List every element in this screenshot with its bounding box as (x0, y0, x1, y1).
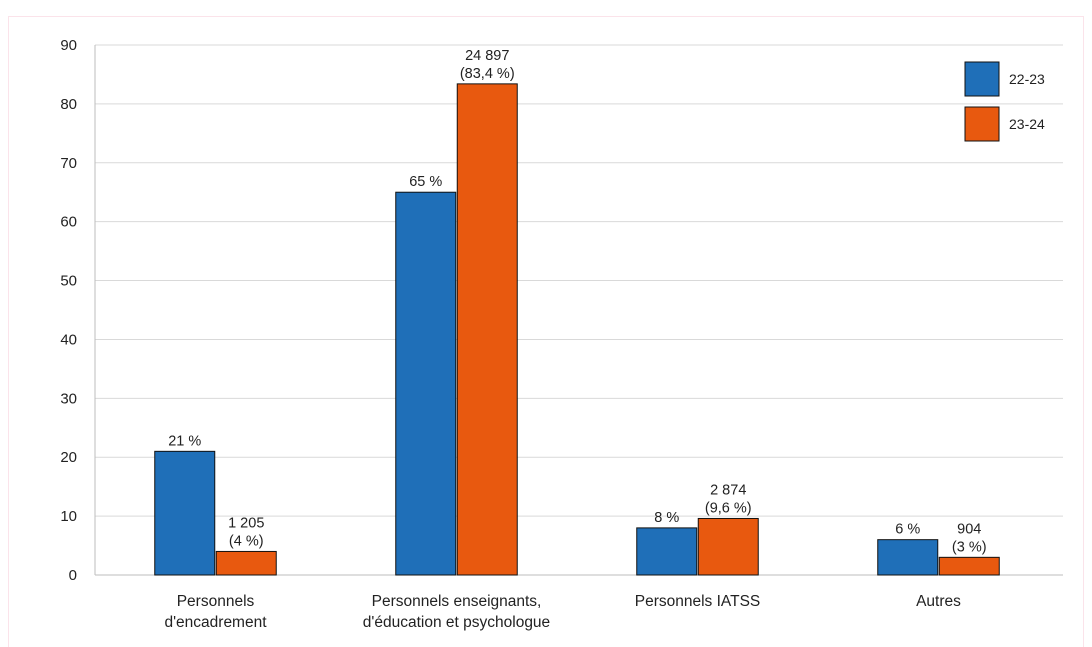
y-tick-label: 0 (69, 567, 77, 584)
legend-swatch (964, 106, 1000, 142)
y-tick-label: 10 (60, 508, 77, 525)
legend-label: 22-23 (1009, 71, 1045, 87)
x-category-label: Personnels IATSS (635, 593, 761, 610)
x-category-label: d'éducation et psychologue (363, 614, 550, 631)
data-label: 1 205 (228, 515, 264, 531)
data-label: 65 % (409, 174, 442, 190)
bar-23-24 (697, 517, 759, 576)
y-tick-label: 70 (60, 155, 77, 172)
legend-swatch (964, 61, 1000, 97)
data-label: (4 %) (229, 533, 264, 549)
legend-label: 23-24 (1009, 116, 1045, 132)
gridlines (95, 44, 1063, 517)
legend: 22-23 23-24 (964, 61, 1045, 142)
data-label: 24 897 (465, 48, 509, 64)
x-category-label: d'encadrement (164, 614, 267, 631)
y-tick-label: 80 (60, 96, 77, 113)
data-label: (3 %) (952, 539, 987, 555)
data-label: 6 % (895, 522, 920, 538)
data-labels: 21 % 1 205 (4 %) 65 % 24 897 (83,4 %) 8 % 2 874… (168, 48, 986, 555)
x-category-label: Personnels (177, 593, 255, 610)
bars (154, 83, 1000, 576)
data-label: 904 (957, 521, 981, 537)
bar-23-24 (215, 550, 277, 576)
y-tick-label: 20 (60, 449, 77, 466)
bar-22-23 (877, 539, 939, 576)
data-label: 21 % (168, 433, 201, 449)
bar-22-23 (154, 450, 216, 576)
y-tick-label: 90 (60, 37, 77, 54)
bar-22-23 (395, 191, 457, 576)
data-label: (9,6 %) (705, 500, 752, 516)
y-tick-label: 60 (60, 214, 77, 231)
y-tick-label: 50 (60, 273, 77, 290)
y-tick-label: 40 (60, 331, 77, 348)
x-category-label: Autres (916, 593, 961, 610)
bar-23-24 (938, 556, 1000, 576)
bar-22-23 (636, 527, 698, 576)
data-label: 2 874 (710, 482, 746, 498)
bar-23-24 (456, 83, 518, 576)
data-label: (83,4 %) (460, 66, 515, 82)
data-label: 8 % (654, 510, 679, 526)
y-tick-label: 30 (60, 390, 77, 407)
x-category-label: Personnels enseignants, (372, 593, 542, 610)
